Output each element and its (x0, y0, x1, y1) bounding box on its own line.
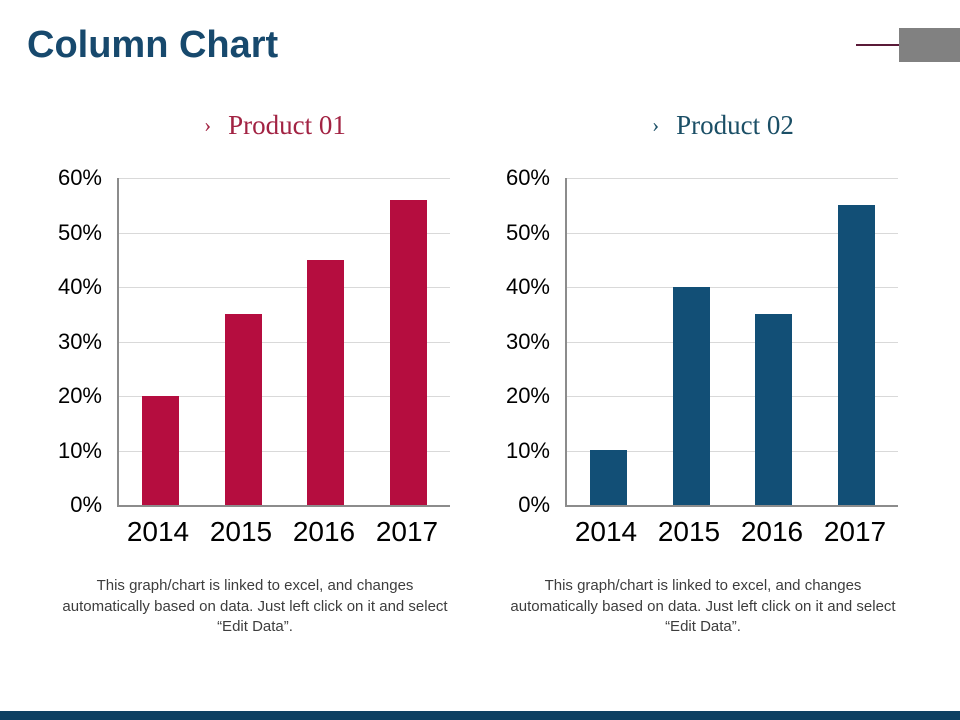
chart-footnote: This graph/chart is linked to excel, and… (510, 577, 896, 635)
y-tick-label: 30% (505, 328, 550, 354)
y-tick-label: 50% (505, 219, 550, 245)
bar-2014[interactable] (590, 450, 627, 505)
bar-chart-product-01[interactable]: 0% 10% 20% 30% 40% 50% 60% 2014 2015 2016 2017 (40, 167, 470, 558)
footer-bar (0, 711, 960, 720)
chevron-marker-icon: › (652, 113, 660, 137)
y-tick-label: 60% (505, 165, 550, 190)
y-tick-label: 50% (57, 219, 102, 245)
bar-2015[interactable] (225, 314, 262, 505)
bar-2016[interactable] (755, 314, 792, 505)
y-tick-label: 60% (57, 165, 102, 190)
chart-panel-product-02: › Product 02 0% 10% 20% 30% 40% 50% 60% 2014 2015… (488, 100, 918, 660)
bar-2016[interactable] (307, 260, 344, 505)
gridline (119, 287, 450, 288)
x-tick-label: 2014 (574, 516, 638, 547)
gridline (119, 450, 450, 452)
gridline (567, 287, 898, 288)
chart-title-product-01: › Product 01 (100, 108, 450, 142)
corner-gray-box (899, 28, 960, 62)
bar-2017[interactable] (390, 200, 427, 505)
x-tick-label: 2016 (740, 516, 804, 547)
y-tick-label: 20% (57, 383, 102, 408)
chart-title-label: Product 01 (228, 110, 346, 140)
y-tick-label: 0% (70, 492, 102, 517)
plot-area (565, 178, 898, 507)
page-title: Column Chart (27, 24, 279, 66)
gridline (567, 396, 898, 397)
chart-panel-product-01: › Product 01 0% 10% 20% 30% 40% 50% 60% 2014 2015… (40, 100, 470, 660)
bar-2017[interactable] (838, 205, 875, 505)
bar-2014[interactable] (142, 396, 179, 505)
y-tick-label: 30% (57, 328, 102, 354)
y-tick-label: 20% (505, 383, 550, 408)
bar-chart-product-02[interactable]: 0% 10% 20% 30% 40% 50% 60% 2014 2015 2016 2017 (488, 167, 918, 558)
gridline (567, 178, 898, 179)
gridline (119, 178, 450, 179)
x-tick-label: 2014 (126, 516, 190, 547)
x-tick-label: 2015 (657, 516, 721, 547)
gridline (567, 232, 898, 234)
gridline (119, 232, 450, 234)
y-tick-label: 40% (57, 274, 102, 299)
bar-2015[interactable] (673, 287, 710, 505)
x-tick-label: 2015 (209, 516, 273, 547)
x-tick-label: 2017 (823, 516, 887, 547)
plot-area (117, 178, 450, 507)
chart-footnote: This graph/chart is linked to excel, and… (62, 577, 448, 635)
x-tick-label: 2016 (292, 516, 356, 547)
y-tick-label: 0% (518, 492, 550, 517)
chevron-marker-icon: › (204, 113, 212, 137)
y-tick-label: 40% (505, 274, 550, 299)
corner-accent-line (856, 44, 899, 46)
gridline (119, 341, 450, 343)
y-tick-label: 10% (57, 437, 102, 463)
x-tick-label: 2017 (375, 516, 439, 547)
chart-title-product-02: › Product 02 (548, 108, 898, 142)
y-tick-label: 10% (505, 437, 550, 463)
chart-title-label: Product 02 (676, 110, 794, 140)
gridline (567, 450, 898, 452)
gridline (567, 341, 898, 343)
gridline (119, 396, 450, 397)
